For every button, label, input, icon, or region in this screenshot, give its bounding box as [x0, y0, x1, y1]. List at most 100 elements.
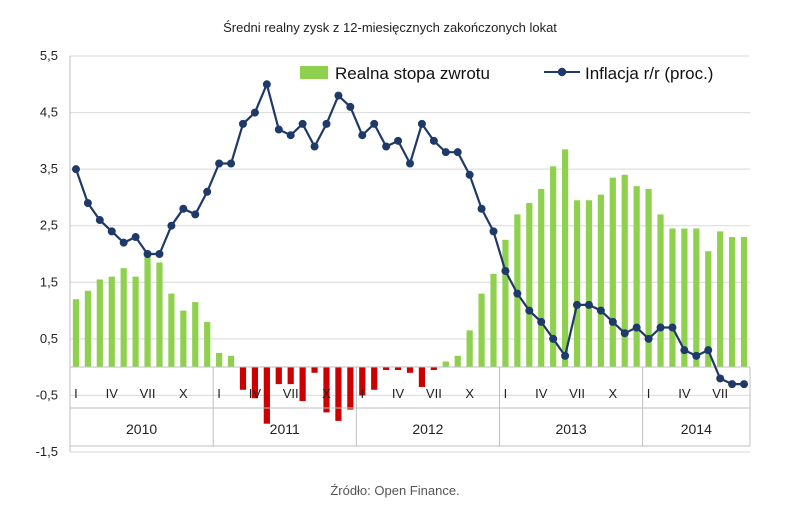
bar-positive — [681, 228, 688, 368]
bar-negative — [347, 367, 354, 410]
inflacja-point — [584, 300, 593, 309]
inflacja-point — [191, 210, 200, 219]
month-label: X — [179, 386, 188, 401]
inflacja-point — [740, 380, 749, 389]
month-label: I — [74, 386, 78, 401]
bar-positive — [478, 293, 485, 368]
month-label: IV — [678, 386, 691, 401]
bar-positive — [609, 177, 616, 368]
bar-positive — [490, 273, 497, 368]
bar-positive — [180, 310, 187, 368]
bar-negative — [359, 367, 366, 396]
bar-positive — [442, 361, 449, 368]
bar-positive — [72, 299, 80, 368]
inflacja-point — [620, 329, 629, 338]
bar-positive — [84, 290, 91, 368]
legend-label-realna-stopa-zwrotu: Realna stopa zwrotu — [335, 64, 490, 83]
bar-negative — [311, 367, 318, 373]
inflacja-point — [143, 250, 152, 258]
month-label: VII — [712, 386, 728, 401]
month-label: I — [360, 386, 364, 401]
y-tick-label: -1,5 — [36, 444, 58, 459]
inflacja-point — [179, 204, 188, 213]
bar-positive — [204, 321, 211, 368]
inflacja-point — [310, 142, 319, 151]
inflacja-point — [477, 204, 486, 213]
inflacja-point — [107, 227, 116, 236]
legend-swatch-realna-stopa-zwrotu — [300, 66, 328, 79]
inflacja-point — [286, 131, 295, 140]
month-label: VII — [569, 386, 585, 401]
inflacja-point — [95, 216, 104, 225]
inflacja-point — [573, 300, 582, 309]
inflacja-point — [453, 148, 462, 157]
inflacja-point — [322, 119, 331, 128]
bar-positive — [597, 194, 604, 368]
y-axis-ticks: 5,5 4,5 3,5 2,5 1,5 0,5 -0,5 -1,5 — [36, 48, 58, 459]
inflacja-point — [525, 306, 534, 315]
y-tick-label: 1,5 — [40, 274, 58, 289]
inflacja-point — [429, 136, 438, 145]
inflacja-point — [250, 108, 259, 117]
month-label: IV — [106, 386, 119, 401]
bar-negative — [239, 367, 247, 390]
inflacja-point — [298, 119, 307, 128]
y-tick-label: 0,5 — [40, 331, 58, 346]
inflacja-point — [131, 233, 140, 242]
bar-positive — [693, 228, 700, 368]
inflacja-point — [513, 289, 522, 298]
inflacja-point — [119, 238, 128, 247]
bar-positive — [705, 251, 712, 368]
bar-positive — [227, 355, 235, 368]
month-label: I — [504, 386, 508, 401]
year-label: 2013 — [555, 421, 586, 437]
bar-negative — [251, 367, 259, 399]
bar-positive — [454, 355, 461, 368]
bar-positive — [645, 188, 652, 368]
inflacja-point — [716, 374, 725, 383]
bar-positive — [132, 276, 139, 368]
inflacja-point — [680, 346, 689, 355]
bar-negative — [335, 367, 342, 421]
inflacja-point — [167, 221, 176, 230]
year-label: 2012 — [412, 421, 443, 437]
inflacja-point — [358, 131, 367, 140]
bars-realna-stopa-zwrotu — [72, 149, 748, 424]
legend-label-inflacja: Inflacja r/r (proc.) — [585, 64, 713, 83]
year-label: 2011 — [270, 421, 300, 437]
inflacja-point — [382, 142, 391, 151]
inflacja-point — [417, 119, 426, 128]
bar-positive — [538, 188, 545, 368]
bar-positive — [740, 237, 748, 368]
inflacja-point — [537, 317, 546, 326]
inflacja-point — [549, 334, 558, 343]
bar-positive — [633, 186, 640, 368]
bar-negative — [323, 367, 330, 413]
month-label: VII — [140, 386, 156, 401]
inflacja-point — [728, 380, 737, 389]
inflacja-point — [644, 334, 653, 343]
bar-positive — [216, 353, 223, 368]
bar-positive — [96, 279, 103, 368]
bar-positive — [669, 228, 676, 368]
bar-positive — [120, 268, 127, 368]
bar-negative — [406, 367, 414, 373]
bar-negative — [299, 367, 306, 402]
bar-positive — [168, 293, 175, 368]
bar-negative — [394, 367, 402, 370]
bar-positive — [526, 203, 533, 368]
inflacja-point — [692, 351, 701, 360]
bar-negative — [275, 367, 282, 385]
line-inflacja — [71, 80, 749, 389]
y-tick-label: -0,5 — [36, 387, 58, 402]
y-tick-label: 2,5 — [40, 218, 58, 233]
bar-negative — [430, 367, 437, 370]
month-label: IV — [249, 386, 262, 401]
inflacja-point — [668, 323, 677, 332]
inflacja-point — [262, 80, 271, 89]
inflacja-point — [155, 250, 164, 258]
bar-negative — [287, 367, 294, 385]
inflacja-point — [656, 323, 665, 332]
year-label: 2010 — [126, 421, 157, 437]
